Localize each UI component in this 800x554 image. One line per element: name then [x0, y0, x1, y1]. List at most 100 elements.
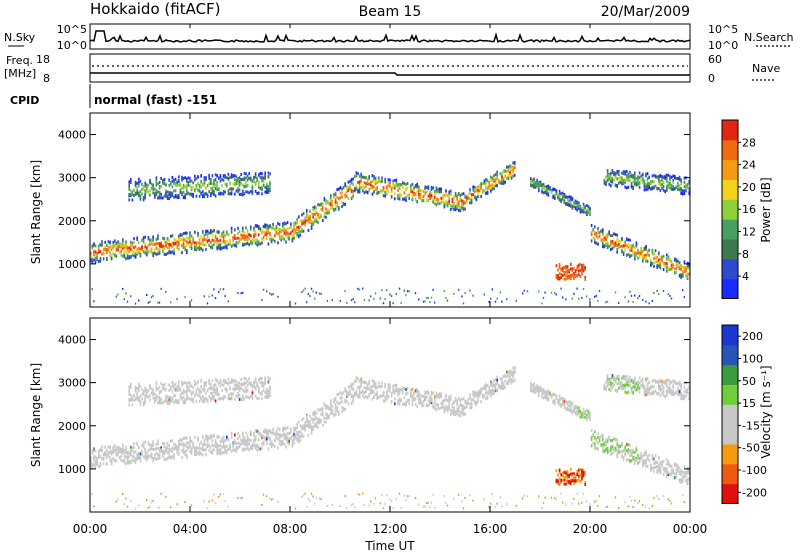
power-mark	[131, 241, 134, 245]
power-mark	[656, 265, 658, 269]
velocity-mark	[434, 401, 436, 405]
power-mark	[570, 267, 572, 271]
power-mark	[616, 239, 618, 243]
velocity-mark	[470, 406, 473, 410]
velocity-mark	[216, 435, 218, 439]
velocity-mark	[178, 401, 180, 404]
velocity-mark	[507, 379, 510, 383]
power-mark	[458, 204, 460, 208]
velocity-mark	[320, 419, 322, 423]
power-mark	[152, 235, 154, 239]
velocity-mark	[163, 450, 166, 454]
power-mark	[422, 199, 425, 203]
power-mark	[578, 204, 580, 208]
power-mark	[195, 177, 198, 181]
velocity-mark	[462, 405, 465, 409]
power-mark	[245, 176, 247, 180]
velocity-mark	[546, 397, 548, 401]
power-mark	[98, 250, 100, 254]
velocity-mark	[232, 379, 234, 383]
velocity-mark	[322, 407, 324, 411]
nsky-tick-bot: 10^0	[57, 39, 87, 52]
power-mark	[314, 209, 316, 213]
velocity-mark	[205, 443, 207, 447]
velocity-mark	[261, 384, 263, 388]
power-mark	[616, 184, 618, 187]
velocity-mark	[474, 401, 476, 405]
power-mark	[278, 228, 281, 231]
velocity-mark	[456, 401, 458, 405]
velocity-mark	[454, 410, 457, 414]
velocity-mark	[130, 449, 132, 453]
velocity-mark	[218, 444, 220, 448]
power-mark	[602, 228, 604, 232]
power-mark	[674, 257, 676, 261]
velocity-mark	[240, 442, 242, 446]
power-mark	[267, 230, 270, 234]
power-mark	[152, 183, 154, 187]
power-mark	[426, 185, 428, 189]
power-mark	[218, 239, 220, 243]
velocity-mark	[195, 453, 198, 457]
velocity-mark	[275, 436, 278, 440]
power-mark	[189, 234, 191, 238]
power-mark	[155, 176, 158, 180]
velocity-mark	[237, 431, 239, 435]
velocity-mark	[394, 402, 396, 406]
power-mark	[331, 203, 334, 207]
power-mark	[200, 235, 202, 239]
velocity-mark	[445, 398, 447, 402]
power-mark	[147, 184, 150, 188]
velocity-mark	[128, 390, 130, 394]
power-mark	[462, 192, 465, 196]
velocity-mark	[302, 417, 305, 421]
power-mark	[538, 188, 540, 191]
power-mark	[202, 238, 204, 242]
power-mark	[275, 231, 278, 235]
power-mark	[181, 191, 183, 195]
velocity-mark	[406, 495, 409, 498]
power-mark	[606, 244, 609, 247]
power-mark	[352, 189, 354, 193]
velocity-mark	[194, 394, 196, 398]
velocity-mark	[232, 441, 234, 444]
velocity-mark	[386, 397, 388, 401]
velocity-mark	[229, 380, 231, 384]
velocity-mark	[246, 389, 249, 393]
velocity-mark	[189, 441, 191, 445]
power-mark	[634, 251, 636, 255]
velocity-mark	[370, 391, 372, 395]
velocity-mark	[368, 394, 370, 398]
power-mark	[568, 276, 570, 280]
velocity-mark	[442, 405, 444, 409]
velocity-mark	[246, 434, 249, 438]
power-mark	[168, 197, 170, 201]
velocity-mark	[133, 455, 135, 459]
power-mark	[354, 175, 356, 179]
velocity-mark	[485, 397, 487, 401]
power-mark	[134, 245, 137, 249]
velocity-mark	[341, 410, 343, 414]
power-mark	[395, 183, 398, 187]
power-mark	[250, 240, 252, 244]
power-mark	[248, 243, 250, 247]
velocity-mark	[189, 397, 191, 401]
velocity-mark	[381, 384, 383, 388]
velocity-mark	[288, 442, 290, 446]
power-mark	[125, 250, 127, 254]
power-mark	[470, 196, 473, 200]
velocity-mark	[171, 396, 174, 400]
velocity-mark	[302, 424, 305, 428]
power-mark	[106, 248, 108, 251]
power-mark	[254, 175, 257, 179]
power-mark	[621, 244, 623, 248]
power-mark	[550, 190, 553, 194]
power-mark	[506, 298, 508, 301]
power-mark	[645, 254, 647, 258]
power-mark	[101, 240, 103, 244]
power-mark	[666, 175, 668, 179]
power-mark	[285, 233, 287, 237]
power-mark	[406, 194, 409, 198]
power-mark	[650, 263, 652, 267]
power-mark	[309, 218, 311, 221]
